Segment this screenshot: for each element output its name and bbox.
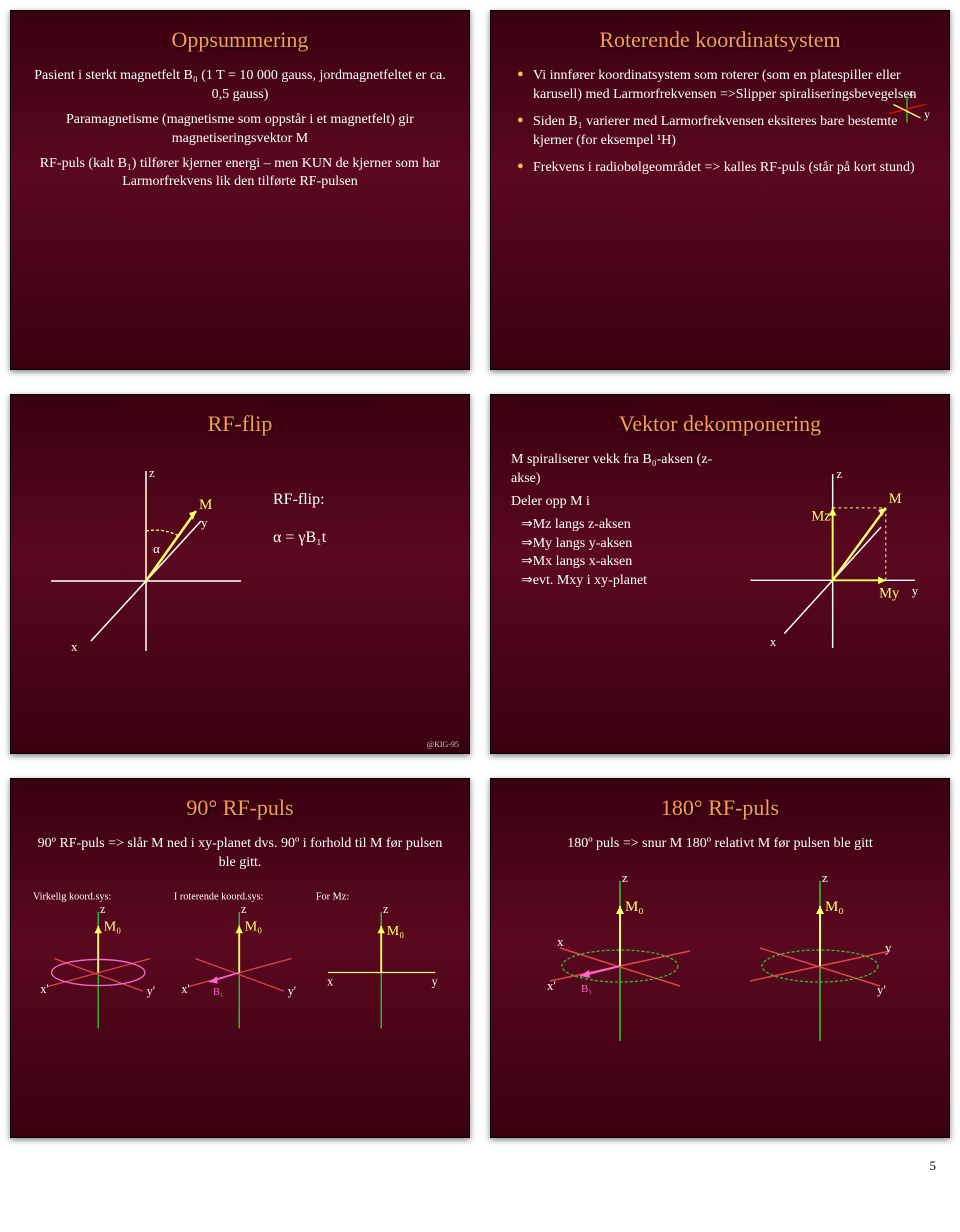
bullet-item: Frekvens i radiobølgeområdet => kalles R…: [517, 159, 929, 178]
slide-title: 180° RF-puls: [511, 795, 929, 821]
text-line: 90º RF-puls => slår M ned i xy-planet dv…: [31, 835, 449, 873]
slide-180: 180° RF-puls 180º puls => snur M 180º re…: [490, 778, 950, 1138]
diagram-virkelig: Virkelig koord.sys: M₀ z x' y': [31, 883, 166, 1048]
diagram-roterende: I roterende koord.sys: M₀ B₁ z x' y': [172, 883, 307, 1048]
slide-title: Roterende koordinatsystem: [511, 27, 929, 53]
svg-text:x: x: [71, 639, 78, 654]
text-line: ⇒evt. Mxy i xy-planet: [511, 572, 724, 591]
svg-text:z: z: [822, 870, 828, 885]
page-number: 5: [930, 1158, 937, 1174]
text-line: Deler opp M i: [511, 493, 724, 512]
svg-text:M: M: [888, 491, 901, 507]
svg-text:M₀: M₀: [625, 899, 644, 915]
svg-text:For Mz:: For Mz:: [316, 891, 349, 902]
svg-text:z: z: [383, 902, 389, 916]
text-line: Pasient i sterkt magnetfelt B₀ (1 T = 10…: [31, 67, 449, 105]
svg-text:Mz: Mz: [811, 508, 831, 524]
slide-title: RF-flip: [31, 411, 449, 437]
svg-text:y': y': [147, 984, 155, 998]
diagram-180-right: M₀ z y' y: [735, 866, 905, 1056]
svg-text:M₀: M₀: [386, 924, 403, 939]
svg-text:z: z: [241, 902, 247, 916]
svg-text:z: z: [622, 870, 628, 885]
text-line: 180º puls => snur M 180º relativt M før …: [511, 835, 929, 854]
svg-text:M₀: M₀: [825, 899, 844, 915]
text-line: M spiraliserer vekk fra B₀-aksen (z-akse…: [511, 451, 724, 489]
text-line: Paramagnetisme (magnetisme som oppstår i…: [31, 111, 449, 149]
svg-text:B₁: B₁: [213, 987, 223, 998]
slide-oppsummering: Oppsummering Pasient i sterkt magnetfelt…: [10, 10, 470, 370]
svg-text:y: y: [912, 584, 919, 598]
formula-text: α = γB₁t: [273, 529, 326, 547]
formula-head: RF-flip:: [273, 491, 326, 509]
svg-text:y: y: [924, 108, 930, 121]
diagram-180-left: M₀ B₁ z x' x: [535, 866, 705, 1056]
svg-text:z: z: [149, 465, 155, 480]
slide-title: 90° RF-puls: [31, 795, 449, 821]
coord-icon: z y: [883, 91, 931, 127]
slide-vektor: Vektor dekomponering M spiraliserer vekk…: [490, 394, 950, 754]
svg-text:B₁: B₁: [581, 983, 592, 995]
svg-text:z: z: [100, 902, 106, 916]
text-line: ⇒Mz langs z-aksen: [511, 516, 724, 535]
svg-text:α: α: [153, 541, 160, 556]
slide-90: 90° RF-puls 90º RF-puls => slår M ned i …: [10, 778, 470, 1138]
svg-text:x': x': [182, 982, 190, 996]
slide-title: Vektor dekomponering: [511, 411, 929, 437]
svg-text:y: y: [885, 940, 892, 955]
svg-text:My: My: [879, 586, 900, 602]
svg-text:x': x': [40, 982, 48, 996]
svg-text:z: z: [909, 91, 914, 99]
svg-text:I roterende koord.sys:: I roterende koord.sys:: [174, 891, 264, 902]
svg-text:y: y: [431, 974, 438, 988]
svg-text:M: M: [199, 497, 212, 513]
svg-text:z: z: [836, 467, 842, 481]
bullet-list: Vi innfører koordinatsystem som roterer …: [511, 67, 929, 177]
svg-text:y': y': [877, 982, 886, 997]
formula-block: RF-flip: α = γB₁t: [273, 491, 326, 547]
slide-roterende: Roterende koordinatsystem Vi innfører ko…: [490, 10, 950, 370]
bullet-item: Siden B₁ varierer med Larmorfrekvensen e…: [517, 113, 929, 151]
svg-text:M₀: M₀: [245, 919, 262, 934]
bullet-item: Vi innfører koordinatsystem som roterer …: [517, 67, 929, 105]
diagram-mz: For Mz: M₀ z x y: [314, 883, 449, 1048]
svg-text:x: x: [327, 974, 333, 988]
text-line: ⇒Mx langs x-aksen: [511, 553, 724, 572]
svg-text:x': x': [547, 978, 556, 993]
text-line: ⇒My langs y-aksen: [511, 535, 724, 554]
text-line: RF-puls (kalt B₁) tilfører kjerner energ…: [31, 155, 449, 193]
rf-flip-diagram: z y x M α: [31, 451, 261, 681]
slide-title: Oppsummering: [31, 27, 449, 53]
slide-rf-flip: RF-flip z y x M α RF-flip: α = γB₁t @KIG…: [10, 394, 470, 754]
svg-text:M₀: M₀: [104, 919, 121, 934]
svg-text:y': y': [288, 984, 296, 998]
text-block: M spiraliserer vekk fra B₀-aksen (z-akse…: [511, 451, 724, 591]
vektor-diagram: z y x M Mz My: [736, 451, 929, 671]
svg-text:x: x: [770, 635, 777, 649]
credit-text: @KIG-95: [427, 740, 459, 749]
svg-text:y: y: [201, 515, 208, 530]
diagram-row: Virkelig koord.sys: M₀ z x' y' I roteren…: [31, 883, 449, 1048]
diagram-row: M₀ B₁ z x' x M₀ z y' y: [511, 866, 929, 1056]
svg-text:x: x: [557, 934, 564, 949]
slide-body: Pasient i sterkt magnetfelt B₀ (1 T = 10…: [31, 67, 449, 192]
